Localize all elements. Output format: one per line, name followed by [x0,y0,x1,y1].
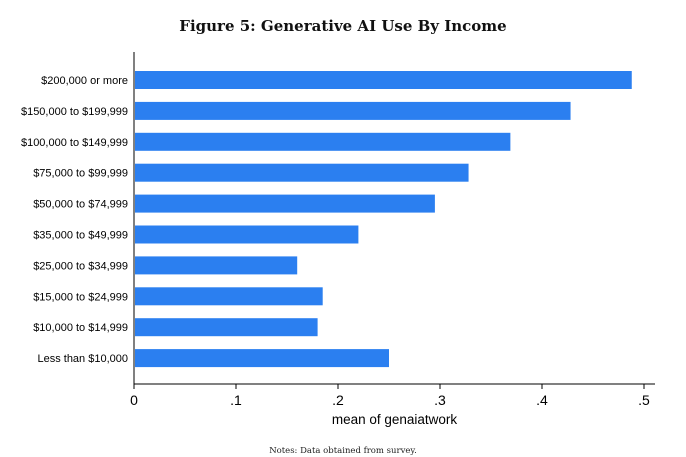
bar [135,194,435,213]
bar [135,101,571,120]
x-tick-label: .4 [536,392,548,408]
bar [135,256,298,275]
x-tick-label: .2 [332,392,344,408]
category-label: Less than $10,000 [37,353,128,365]
category-label: $150,000 to $199,999 [21,106,128,118]
x-axis-ticks: 0 .1 .2 .3 .4 .5 [130,384,650,408]
category-label: $75,000 to $99,999 [33,168,128,180]
x-tick-label: 0 [130,392,138,408]
bar [135,132,511,151]
category-label: $25,000 to $34,999 [33,260,128,272]
bar [135,318,318,337]
category-label: $35,000 to $49,999 [33,230,128,242]
bar [135,225,359,244]
category-label: $10,000 to $14,999 [33,322,128,334]
bar [135,287,323,306]
category-labels: $200,000 or more $150,000 to $199,999 $100… [21,75,128,365]
x-tick-label: .1 [230,392,242,408]
figure-title: Figure 5: Generative AI Use By Income [179,17,507,35]
x-axis-title: mean of genaiatwork [332,412,458,427]
category-label: $50,000 to $74,999 [33,199,128,211]
bars [135,71,632,368]
category-label: $100,000 to $149,999 [21,137,128,149]
bar [135,71,632,89]
income-bar-chart: $200,000 or more $150,000 to $199,999 $100… [21,52,655,427]
bar [135,163,469,182]
bar [135,349,389,368]
x-tick-label: .3 [434,392,446,408]
category-label: $15,000 to $24,999 [33,291,128,303]
category-label: $200,000 or more [41,75,128,87]
x-tick-label: .5 [638,392,650,408]
figure-notes: Notes: Data obtained from survey. [269,446,417,456]
